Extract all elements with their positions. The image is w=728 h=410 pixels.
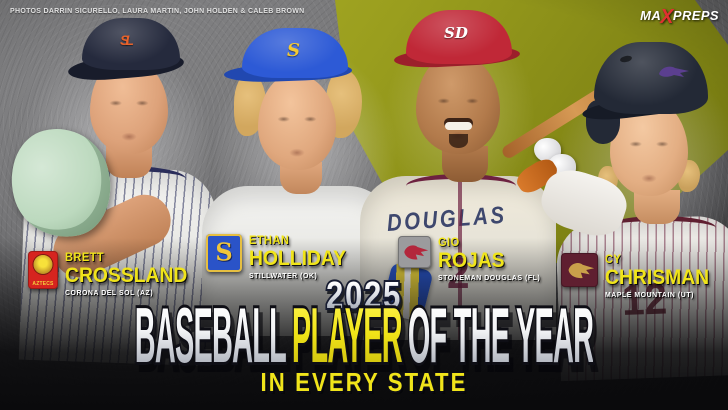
smile <box>445 122 472 130</box>
face <box>258 74 336 170</box>
nameplate-gio-rojas: GIO ROJAS STONEMAN DOUGLAS (FL) <box>398 236 549 282</box>
cap-logo-letters: SL <box>120 32 134 48</box>
title-of-the-year: OF THE YEAR <box>407 291 594 379</box>
player-last-name: CROSSLAND <box>65 264 188 287</box>
batting-helmet <box>594 42 708 114</box>
nameplate-cy-chrisman: CY CHRISMAN MAPLE MOUNTAIN (UT) <box>561 253 718 299</box>
player-last-name: HOLLIDAY <box>249 247 346 270</box>
brand-part2: PREPS <box>672 8 719 23</box>
player-first-name: CY <box>605 252 622 266</box>
player-first-name: BRETT <box>65 250 105 264</box>
brand-part1: MA <box>640 8 662 23</box>
title-player-highlight: PLAYER <box>291 291 403 379</box>
nameplate-brett-crossland: AZTECS BRETT CROSSLAND CORONA DEL SOL (A… <box>28 251 198 297</box>
player-school: CORONA DEL SOL (AZ) <box>65 288 154 297</box>
stillwater-logo: S <box>206 234 242 272</box>
eagle-icon <box>403 245 428 260</box>
baseball-cap: SL <box>82 18 180 70</box>
subtitle-in-every-state: IN EVERY STATE <box>260 367 468 397</box>
player-last-name: ROJAS <box>438 249 505 272</box>
player-school: STONEMAN DOUGLAS (FL) <box>438 273 541 282</box>
brand-x: X <box>660 6 674 28</box>
cap-logo-letter: S <box>287 40 300 61</box>
face <box>416 54 500 154</box>
maple-mountain-eagle-logo <box>561 253 598 287</box>
cap-logo-letters: SD <box>444 24 468 42</box>
player-school: MAPLE MOUNTAIN (UT) <box>605 290 694 299</box>
logo-letter: S <box>215 237 233 267</box>
player-school: STILLWATER (OK) <box>249 271 318 280</box>
stoneman-douglas-eagle-logo <box>398 236 431 268</box>
eagle-icon <box>568 262 594 279</box>
photo-credits: PHOTOS DARRIN SICURELLO, LAURA MARTIN, J… <box>10 8 305 15</box>
player-last-name: CHRISMAN <box>605 266 710 289</box>
main-title: BASEBALLPLAYEROF THE YEAR BASEBALLPLAYER… <box>134 293 595 377</box>
helmet-eagle-icon <box>659 66 689 77</box>
jersey-script: DOUGLAS <box>386 201 508 237</box>
aztec-emblem-icon <box>33 255 53 274</box>
logo-label: AZTECS <box>32 281 54 287</box>
goatee <box>449 134 468 148</box>
baseball-cap: S <box>242 28 348 78</box>
player-first-name: GIO <box>438 235 460 249</box>
player-first-name: ETHAN <box>249 233 290 247</box>
helmet-vent <box>619 54 633 64</box>
baseball-cap: SD <box>406 10 512 64</box>
corona-del-sol-aztecs-logo: AZTECS <box>28 251 58 289</box>
maxpreps-logo: MAXPREPS <box>640 6 719 29</box>
title-baseball: BASEBALL <box>134 291 287 379</box>
nameplate-ethan-holliday: S ETHAN HOLLIDAY STILLWATER (OK) <box>206 234 354 280</box>
